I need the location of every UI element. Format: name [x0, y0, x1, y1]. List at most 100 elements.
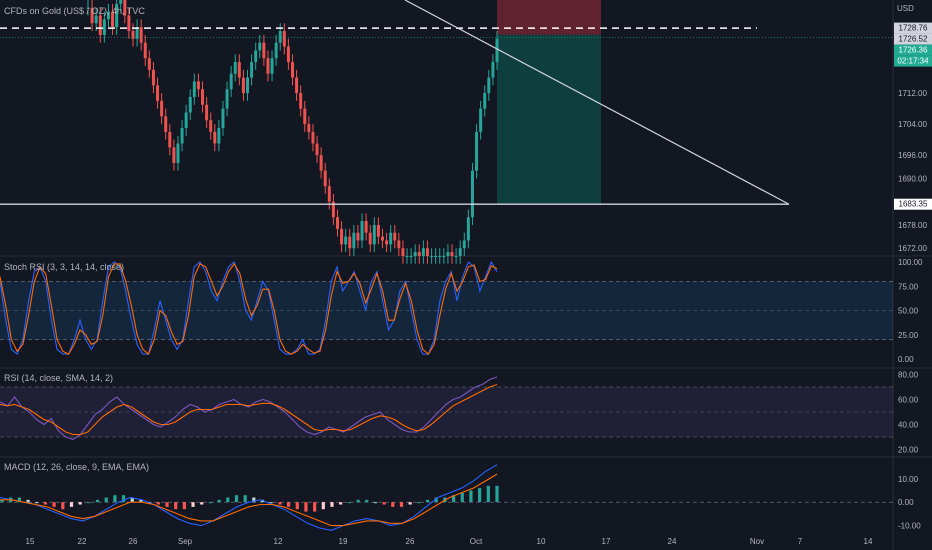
main-chart-title: CFDs on Gold (US$ / OZ), 4h, TVC	[4, 6, 145, 16]
macd-histogram-bar	[478, 488, 482, 503]
macd-histogram-bar	[234, 495, 239, 503]
candle-body	[94, 15, 98, 24]
macd-histogram-bar	[399, 502, 404, 507]
candle-body	[401, 248, 405, 256]
indicator-axis-tick: 20.00	[898, 446, 919, 455]
candle-body	[348, 236, 352, 249]
candle-body	[442, 256, 446, 257]
time-axis-tick: 7	[798, 537, 803, 546]
macd-histogram-bar	[347, 502, 351, 504]
indicator-axis-tick: 50.00	[898, 307, 919, 316]
candle-body	[393, 232, 397, 241]
indicator-axis-tick: 100.00	[898, 258, 923, 267]
candle-body	[376, 224, 380, 237]
price-tag-bg	[894, 55, 932, 67]
candle-body	[131, 31, 135, 39]
macd-histogram-bar	[304, 502, 308, 512]
candle-body	[421, 248, 425, 256]
candle-body	[168, 131, 172, 148]
time-axis-tick: 10	[537, 537, 546, 546]
candle-body	[229, 73, 233, 90]
macd-histogram-bar	[182, 502, 186, 510]
macd-histogram-bar	[113, 495, 117, 503]
candle-body	[327, 186, 331, 202]
price-tag-label: 1726.36	[899, 46, 928, 55]
time-axis-tick: 24	[668, 537, 677, 546]
indicator-axis-tick: 25.00	[898, 331, 919, 340]
price-axis-tick: 1678.00	[898, 221, 927, 230]
macd-histogram-bar	[26, 499, 30, 503]
candle-body	[90, 7, 94, 24]
macd-histogram-bar	[78, 502, 82, 505]
macd-histogram-bar	[226, 497, 230, 503]
candle-body	[151, 69, 155, 86]
macd-histogram-bar	[61, 502, 65, 510]
candle-body	[389, 232, 393, 245]
candle-body	[172, 147, 176, 163]
candle-body	[217, 128, 221, 144]
macd-histogram-bar	[469, 490, 473, 503]
macd-histogram-bar	[330, 502, 334, 507]
macd-histogram-bar	[165, 502, 169, 507]
macd-histogram-bar	[382, 502, 386, 505]
candle-body	[201, 89, 205, 105]
candle-body	[262, 42, 266, 59]
candle-body	[111, 11, 115, 28]
price-axis-tick: 1690.00	[898, 174, 927, 183]
price-tag-bg	[894, 33, 932, 45]
candle-body	[180, 128, 184, 144]
macd-histogram-bar	[200, 502, 204, 505]
candle-body	[295, 77, 299, 94]
candle-body	[237, 62, 241, 78]
candle-body	[213, 131, 217, 144]
candle-body	[143, 42, 147, 59]
candle-body	[156, 85, 160, 101]
macd-histogram-bar	[365, 499, 369, 503]
candle-body	[315, 143, 319, 156]
candle-body	[106, 11, 110, 20]
candle-body	[221, 108, 225, 128]
candle-body	[184, 112, 188, 128]
candle-body	[438, 256, 442, 257]
time-axis-tick: 22	[78, 537, 87, 546]
indicator-axis-tick: 60.00	[898, 396, 919, 405]
macd-histogram-bar	[417, 502, 421, 504]
stoch-rsi-title: Stoch RSI (3, 3, 14, 14, close)	[4, 262, 125, 272]
candle-body	[86, 7, 90, 9]
candle-body	[176, 143, 180, 163]
candle-body	[483, 93, 487, 109]
macd-histogram-bar	[252, 497, 256, 503]
trend-line	[404, 0, 790, 205]
macd-histogram-bar	[35, 502, 39, 504]
macd-histogram-bar	[408, 502, 412, 505]
candle-body	[368, 232, 372, 245]
macd-histogram-bar	[339, 502, 343, 505]
macd-histogram-bar	[52, 502, 56, 507]
stoch-d-line	[0, 262, 498, 356]
candle-body	[160, 100, 164, 117]
candle-body	[479, 108, 483, 132]
macd-histogram-bar	[139, 499, 143, 503]
macd-histogram-bar	[191, 502, 195, 507]
candle-body	[475, 131, 479, 171]
candle-body	[282, 31, 286, 47]
candle-body	[356, 232, 360, 241]
time-axis-tick: 26	[129, 537, 138, 546]
price-axis-tick: 1696.00	[898, 151, 927, 160]
price-tag-bg	[894, 22, 932, 34]
macd-histogram-bar	[69, 502, 74, 507]
candle-body	[340, 228, 344, 245]
macd-histogram-bar	[0, 499, 4, 503]
macd-histogram-bar	[451, 495, 456, 503]
rsi-line	[0, 376, 498, 441]
indicator-axis-tick: 0.00	[898, 355, 914, 364]
candle-body	[491, 62, 495, 78]
price-axis-tick: 1672.00	[898, 244, 927, 253]
candle-body	[352, 232, 356, 249]
candle-body	[466, 217, 470, 241]
candle-body	[196, 81, 200, 90]
candle-body	[364, 221, 368, 233]
macd-histogram-bar	[460, 492, 464, 503]
price-tag-bg	[894, 198, 932, 210]
